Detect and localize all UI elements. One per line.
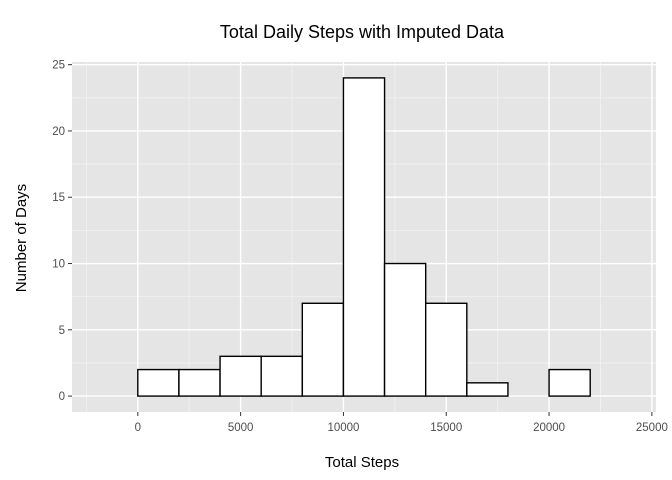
chart-title: Total Daily Steps with Imputed Data (220, 22, 505, 42)
x-axis-label: Total Steps (325, 454, 399, 471)
x-tick-label: 5000 (228, 422, 254, 434)
histogram-bar (260, 355, 304, 397)
histogram-bar (137, 368, 180, 397)
y-tick-label: 25 (52, 60, 65, 72)
histogram-bars (137, 77, 591, 397)
y-tick-label: 5 (59, 325, 65, 337)
y-tick-label: 10 (52, 259, 65, 271)
histogram-bar (301, 302, 345, 397)
histogram-bar (424, 302, 468, 397)
y-tick-label: 0 (59, 391, 65, 403)
histogram-bar (383, 262, 427, 397)
y-tick-label: 20 (52, 126, 65, 138)
x-axis-ticks: 0 5000 10000 15000 20000 25000 (135, 412, 668, 434)
x-tick-label: 25000 (636, 422, 668, 434)
x-tick-label: 20000 (533, 422, 565, 434)
histogram-bar (219, 355, 262, 397)
histogram-bar (342, 77, 386, 397)
x-tick-label: 10000 (327, 422, 359, 434)
y-axis-ticks: 0 5 10 15 20 25 (52, 60, 72, 403)
y-tick-label: 15 (52, 192, 65, 204)
y-axis-label: Number of Days (13, 184, 30, 292)
histogram-bar (548, 368, 591, 397)
histogram-bar (178, 368, 221, 397)
histogram-bar (466, 382, 509, 397)
x-tick-label: 15000 (430, 422, 462, 434)
x-tick-label: 0 (135, 422, 141, 434)
